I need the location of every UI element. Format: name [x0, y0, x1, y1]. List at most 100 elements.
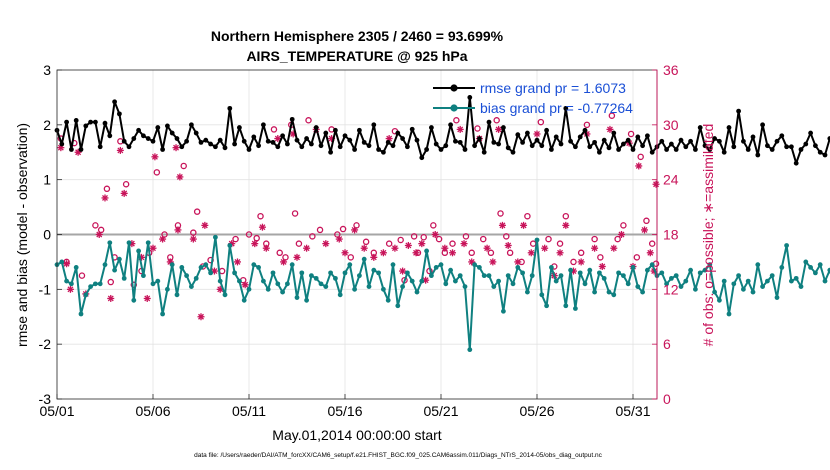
rmse-point [256, 143, 261, 149]
bias-point [486, 273, 492, 279]
obs-assimilated-marker [379, 249, 387, 257]
rmse-point [59, 141, 65, 147]
obs-possible-marker [614, 235, 621, 243]
bias-point [726, 311, 732, 317]
rmse-point [606, 145, 612, 151]
obs-possible-marker [570, 258, 577, 266]
bias-point [395, 303, 401, 309]
rmse-point [64, 119, 69, 125]
obs-possible-marker [583, 121, 591, 129]
obs-assimilated-marker [533, 130, 541, 138]
rmse-point [793, 160, 799, 166]
chart-title-line2: AIRS_TEMPERATURE @ 925 hPa [246, 48, 467, 64]
obs-assimilated-marker [293, 253, 301, 261]
obs-assimilated-marker [149, 244, 157, 252]
bias-point [798, 284, 804, 289]
bias-point [275, 281, 281, 287]
rmse-point [433, 141, 439, 147]
bias-point [280, 289, 285, 295]
series-layer [54, 95, 830, 353]
bias-point [189, 284, 194, 289]
obs-assimilated-marker [201, 221, 209, 229]
bias-point [390, 262, 396, 268]
bias-point [184, 273, 190, 279]
bias-point [165, 286, 170, 292]
rmse-point [539, 143, 545, 149]
rmse-point [697, 125, 703, 130]
rmse-point [381, 149, 386, 155]
rmse-point [664, 147, 669, 152]
rmse-point [78, 147, 84, 152]
obs-star-stroke [449, 249, 456, 256]
obs-possible-marker [78, 272, 86, 279]
obs-possible-marker [92, 222, 99, 229]
bias-point [587, 267, 593, 273]
rmse-point [318, 143, 324, 149]
y-tick-label-right: 12 [663, 281, 679, 297]
rmse-point [472, 143, 477, 149]
obs-assimilated-marker [241, 281, 249, 289]
obs-possible-marker [232, 235, 239, 243]
rmse-point [237, 125, 242, 130]
bias-point [342, 270, 348, 276]
obs-star-stroke [541, 245, 548, 252]
obs-assimilated-marker [159, 235, 167, 243]
rmse-point [429, 125, 434, 130]
rmse-point [208, 141, 214, 147]
rmse-point [193, 130, 199, 136]
obs-possible-marker [193, 208, 201, 215]
rmse-point [491, 139, 497, 145]
bias-point [361, 256, 367, 262]
bias-point [208, 270, 214, 276]
rmse-point [544, 127, 549, 133]
rmse-point [189, 122, 194, 128]
rmse-point [232, 141, 238, 147]
bias-point [736, 273, 741, 279]
rmse-point [520, 139, 525, 145]
rmse-point [808, 130, 813, 136]
obs-assimilated-marker [652, 180, 660, 188]
obs-star-stroke [121, 190, 128, 197]
obs-assimilated-marker [63, 260, 71, 268]
bias-point [683, 278, 689, 284]
bias-point [765, 278, 770, 284]
bias-point [73, 265, 79, 270]
bias-point [462, 284, 468, 289]
bias-point [688, 267, 693, 273]
rmse-point [213, 144, 218, 150]
bias-point [237, 278, 242, 284]
bias-point [693, 286, 698, 292]
rmse-point [289, 116, 295, 122]
rmse-point [174, 136, 180, 141]
bias-point [645, 267, 650, 273]
bias-point [385, 297, 391, 303]
rmse-point [496, 141, 501, 147]
bias-point [563, 303, 569, 309]
rmse-point [702, 143, 708, 149]
bias-point [102, 262, 108, 268]
obs-possible-marker [107, 278, 115, 286]
obs-assimilated-marker [120, 189, 128, 197]
obs-assimilated-marker [322, 240, 330, 248]
obs-star-stroke [505, 242, 512, 249]
obs-assimilated-marker [351, 226, 359, 234]
rmse-point [525, 130, 530, 136]
rmse-point [827, 136, 830, 141]
bias-point [203, 262, 209, 268]
rmse-point [645, 133, 650, 139]
bias-point [539, 292, 545, 298]
rmse-point [693, 147, 698, 152]
rmse-point [717, 138, 722, 144]
rmse-point [707, 147, 713, 152]
obs-assimilated-marker [274, 135, 282, 143]
rmse-point [625, 137, 631, 143]
rmse-point [285, 141, 290, 147]
obs-star-stroke [578, 258, 585, 265]
bias-point [333, 275, 338, 281]
rmse-point [601, 137, 607, 143]
obs-possible-marker [608, 112, 616, 119]
bias-point [611, 292, 617, 298]
bias-point [525, 289, 530, 295]
bias-point [289, 262, 295, 268]
bias-point [669, 275, 674, 281]
